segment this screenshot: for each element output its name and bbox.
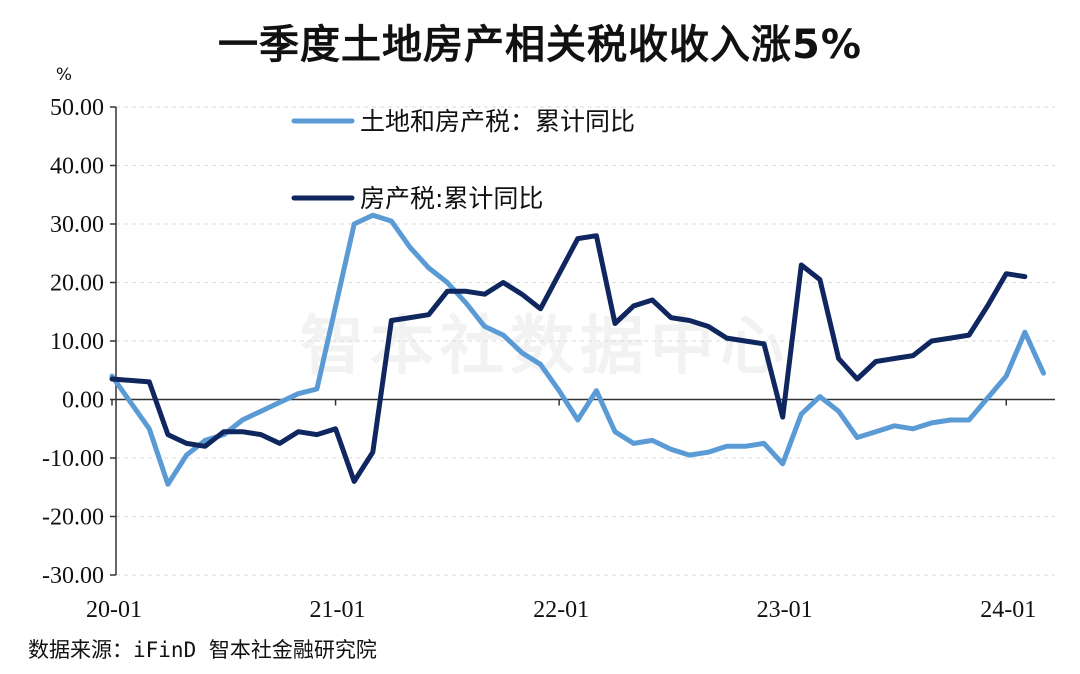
- y-tick-label: -30.00: [42, 563, 104, 589]
- x-tick-label: 24-01: [980, 597, 1036, 623]
- x-tick-label: 23-01: [757, 597, 813, 623]
- x-tick-label: 21-01: [310, 597, 366, 623]
- chart-title: 一季度土地房产相关税收收入涨5%: [218, 22, 862, 68]
- y-tick-label: 50.00: [50, 95, 104, 121]
- y-tick-label: 40.00: [50, 154, 104, 180]
- y-tick-label: -10.00: [42, 446, 104, 472]
- y-tick-label: 10.00: [50, 329, 104, 355]
- x-tick-label: 22-01: [533, 597, 589, 623]
- y-tick-label: 0.00: [62, 388, 104, 414]
- legend-label: 房产税:累计同比: [360, 184, 543, 213]
- data-source: 数据来源：iFinD 智本社金融研究院: [28, 638, 377, 662]
- y-tick-label: 30.00: [50, 212, 104, 238]
- x-tick-label: 20-01: [86, 597, 142, 623]
- y-tick-label: -20.00: [42, 505, 104, 531]
- axis-layer: 50.00 40.00 30.00 20.00 10.00 0.00 -10.00 -20.0…: [42, 65, 1055, 623]
- y-tick-label: 20.00: [50, 271, 104, 297]
- legend-label: 土地和房产税：累计同比: [360, 107, 635, 136]
- series-layer: [109, 212, 1046, 487]
- series-line-land-property-tax: [109, 212, 1046, 487]
- y-unit-label: %: [56, 65, 72, 85]
- series-line-property-tax: [109, 233, 1028, 484]
